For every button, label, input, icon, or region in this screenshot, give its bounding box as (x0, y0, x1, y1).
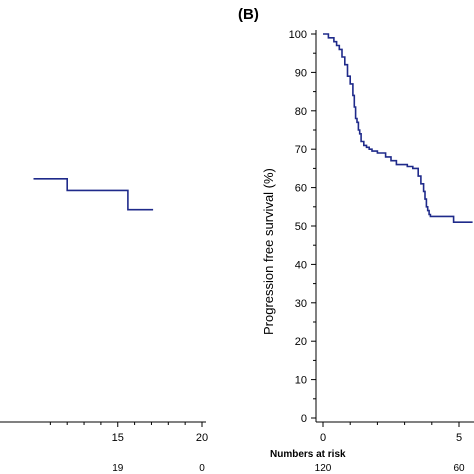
panel-b-y-tick-label: 50 (295, 221, 307, 233)
panel-b-y-tick-label: 40 (295, 259, 307, 271)
panel-b-y-tick-label: 10 (295, 375, 307, 387)
panel-a-series-line (33, 178, 154, 211)
panel-b-y-tick-label: 20 (295, 336, 307, 348)
panel-b-y-tick-label: 80 (295, 106, 307, 118)
panel-b-y-tick-label: 70 (295, 144, 307, 156)
panel-b-risk-value: 120 (315, 463, 332, 474)
panel-b-y-tick-label: 30 (295, 298, 307, 310)
panel-b: (B) Progression free survival (%) Number… (238, 6, 474, 474)
panel-b-y-tick-label: 0 (301, 413, 307, 425)
panel-b-risk-value: 60 (453, 463, 465, 474)
panel-a: 15 20 19 0 (0, 178, 208, 474)
panel-b-y-tick-label: 90 (295, 67, 307, 79)
panel-b-x-tick-label: 0 (320, 432, 326, 444)
panel-b-y-axis-title: Progression free survival (%) (261, 168, 276, 335)
panel-a-x-tick-label: 15 (112, 432, 124, 444)
panel-b-y-tick-label: 100 (289, 29, 307, 41)
panel-a-risk-value: 19 (112, 463, 124, 474)
panel-a-x-tick-label: 20 (196, 432, 208, 444)
panel-a-risk-value: 0 (199, 463, 205, 474)
panel-b-series-line (323, 33, 473, 223)
panel-b-numbers-at-risk-title: Numbers at risk (270, 449, 346, 460)
panel-b-x-tick-label: 5 (456, 432, 462, 444)
panel-b-label: (B) (238, 6, 259, 23)
panel-b-y-tick-label: 60 (295, 183, 307, 195)
